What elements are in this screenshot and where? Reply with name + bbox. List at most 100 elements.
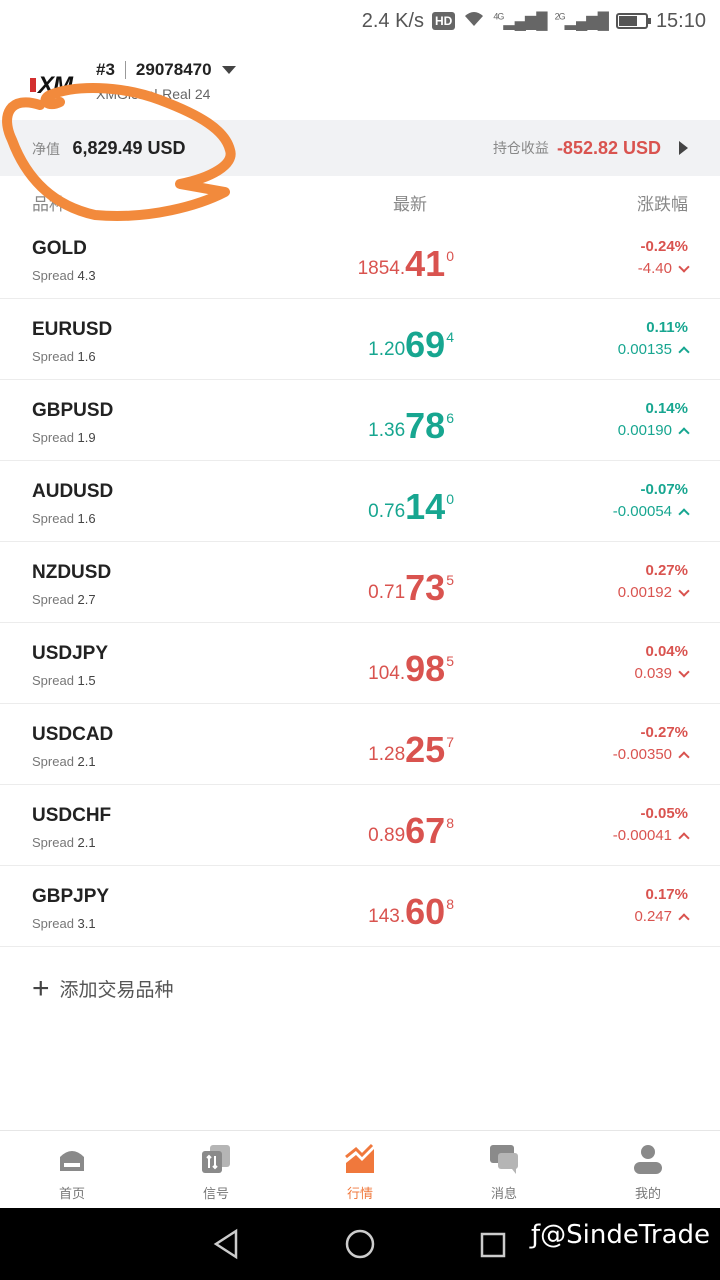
plus-icon: + — [32, 971, 50, 1005]
change-absolute: 0.00135 — [618, 341, 690, 358]
price-pips: 73 — [405, 567, 446, 608]
change-block: 0.17% 0.247 — [634, 886, 690, 925]
change-percent: 0.14% — [645, 400, 688, 417]
price-pips: 60 — [405, 891, 446, 932]
tab-profile[interactable]: 我的 — [576, 1131, 720, 1208]
spread-text: Spread 2.1 — [32, 835, 96, 850]
change-block: -0.27% -0.00350 — [613, 724, 690, 763]
price: 0.89 67 8 — [368, 807, 454, 849]
change-percent: 0.17% — [645, 886, 688, 903]
spread-text: Spread 3.1 — [32, 916, 96, 931]
price: 143. 60 8 — [368, 888, 454, 930]
equity-block: 净值 6,829.49 USD — [32, 138, 186, 159]
symbol-name: USDJPY — [32, 643, 109, 664]
quote-row[interactable]: USDCHF Spread 2.1 0.89 67 8 -0.05% -0.00… — [0, 785, 720, 866]
battery-fill — [618, 16, 638, 26]
change-absolute: 0.247 — [634, 908, 690, 925]
symbol-name: AUDUSD — [32, 481, 114, 502]
tab-messages[interactable]: 消息 — [432, 1131, 576, 1208]
equity-value: 6,829.49 USD — [72, 137, 186, 158]
message-icon — [490, 1145, 518, 1174]
symbol-name: NZDUSD — [32, 562, 112, 583]
caret-down-icon[interactable] — [221, 66, 236, 74]
pl-value: -852.82 USD — [556, 137, 661, 158]
col-symbol: 品种 — [32, 195, 66, 214]
signal-icon — [202, 1145, 230, 1173]
quote-list: GOLD Spread 4.3 1854. 41 0 -0.24% -4.40 … — [0, 218, 720, 947]
quote-row[interactable]: USDJPY Spread 1.5 104. 98 5 0.04% 0.039 — [0, 623, 720, 704]
equity-bar[interactable]: 净值 6,829.49 USD 持仓收益 -852.82 USD — [0, 120, 720, 176]
price-prefix: 0.89 — [368, 825, 406, 846]
symbol-name: EURUSD — [32, 319, 113, 340]
price-fraction: 0 — [446, 491, 454, 507]
hd-badge: HD — [432, 12, 456, 30]
change-absolute: -4.40 — [638, 260, 690, 277]
change-absolute: 0.00190 — [618, 422, 690, 439]
spread-text: Spread 1.6 — [32, 349, 96, 364]
change-block: 0.04% 0.039 — [634, 643, 690, 682]
symbol-name: USDCHF — [32, 805, 112, 826]
quote-row[interactable]: NZDUSD Spread 2.7 0.71 73 5 0.27% 0.0019… — [0, 542, 720, 623]
watermark: ƒ@SindeTrade — [530, 1220, 710, 1250]
price: 1.36 78 6 — [368, 402, 454, 444]
price-pips: 67 — [405, 810, 446, 851]
recents-icon[interactable] — [480, 1232, 506, 1258]
price-fraction: 8 — [446, 896, 454, 912]
quote-row[interactable]: USDCAD Spread 2.1 1.28 25 7 -0.27% -0.00… — [0, 704, 720, 785]
home-circle-icon[interactable] — [344, 1228, 376, 1260]
symbol-name: GOLD — [32, 238, 87, 259]
pl-block[interactable]: 持仓收益 -852.82 USD — [493, 138, 688, 159]
price-pips: 69 — [405, 324, 446, 365]
chevron-down-icon — [678, 665, 690, 678]
tab-signals[interactable]: 信号 — [144, 1131, 288, 1208]
change-percent: 0.04% — [645, 643, 688, 660]
change-absolute: -0.00041 — [613, 827, 690, 844]
chevron-up-icon — [678, 912, 690, 925]
price: 0.76 14 0 — [368, 483, 454, 525]
chevron-right-icon[interactable] — [679, 141, 688, 155]
price-prefix: 1.36 — [368, 420, 406, 441]
chevron-up-icon — [678, 507, 690, 520]
home-icon — [60, 1151, 84, 1171]
price-fraction: 5 — [446, 572, 454, 588]
bottom-tab-bar: 首页 信号 行情 消息 我的 — [0, 1130, 720, 1208]
price-pips: 78 — [405, 405, 446, 446]
quote-row[interactable]: EURUSD Spread 1.6 1.20 69 4 0.11% 0.0013… — [0, 299, 720, 380]
status-bar: 2.4 K/s HD 4G▂▄▆█ 2G▂▄▆█ 15:10 — [0, 0, 720, 42]
quote-row[interactable]: GOLD Spread 4.3 1854. 41 0 -0.24% -4.40 — [0, 218, 720, 299]
clock: 15:10 — [655, 9, 706, 32]
col-change: 涨跌幅 — [637, 195, 688, 214]
spread-text: Spread 1.9 — [32, 430, 96, 445]
spread-text: Spread 2.1 — [32, 754, 96, 769]
price: 1854. 41 0 — [358, 240, 454, 282]
price-prefix: 0.71 — [368, 582, 406, 603]
battery-icon — [615, 13, 651, 29]
pl-label: 持仓收益 — [492, 140, 549, 156]
quote-row[interactable]: AUDUSD Spread 1.6 0.76 14 0 -0.07% -0.00… — [0, 461, 720, 542]
symbol-name: USDCAD — [32, 724, 114, 745]
change-percent: 0.27% — [645, 562, 688, 579]
change-percent: -0.24% — [640, 238, 688, 255]
quote-row[interactable]: GBPJPY Spread 3.1 143. 60 8 0.17% 0.247 — [0, 866, 720, 947]
profile-icon — [634, 1145, 662, 1174]
account-selector[interactable]: #3 29078470 — [96, 60, 236, 80]
symbol-name: GBPUSD — [32, 400, 114, 421]
chevron-up-icon — [678, 750, 690, 763]
change-percent: -0.07% — [640, 481, 688, 498]
back-icon[interactable] — [212, 1228, 242, 1260]
symbol-name: GBPJPY — [32, 886, 110, 907]
change-block: 0.27% 0.00192 — [618, 562, 690, 601]
change-absolute: -0.00350 — [613, 746, 690, 763]
quotes-chart-icon — [345, 1143, 374, 1173]
spread-text: Spread 2.7 — [32, 592, 96, 607]
change-absolute: 0.00192 — [618, 584, 690, 601]
network-speed: 2.4 K/s — [361, 9, 424, 32]
price-pips: 41 — [405, 243, 446, 284]
add-symbol-button[interactable]: + 添加交易品种 — [32, 971, 174, 1005]
tab-home[interactable]: 首页 — [0, 1131, 144, 1208]
spread-text: Spread 4.3 — [32, 268, 96, 283]
quote-row[interactable]: GBPUSD Spread 1.9 1.36 78 6 0.14% 0.0019… — [0, 380, 720, 461]
tab-quotes[interactable]: 行情 — [288, 1131, 432, 1208]
change-absolute: 0.039 — [634, 665, 690, 682]
account-header[interactable]: XM #3 29078470 XMGlobal-Real 24 — [0, 52, 720, 118]
